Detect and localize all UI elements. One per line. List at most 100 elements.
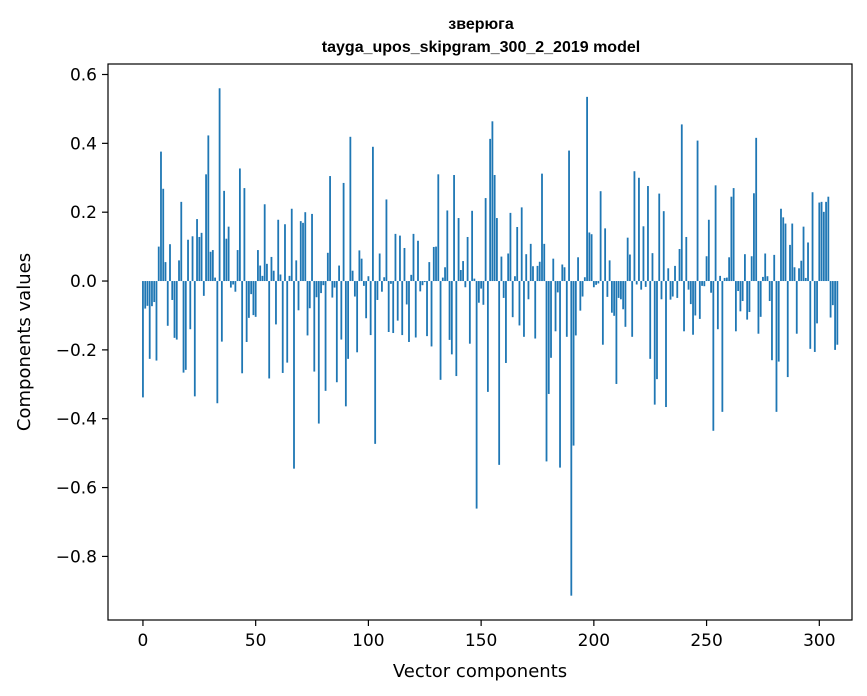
y-tick-label: −0.6 <box>56 479 97 499</box>
bar <box>374 281 377 444</box>
bar <box>633 171 636 282</box>
y-tick-label: 0.6 <box>70 65 97 85</box>
y-axis-ticks: 0.6 0.4 0.2 0.0 −0.2 −0.4 −0.6 −0.8 <box>56 65 108 567</box>
bar <box>412 233 415 282</box>
chart-title: зверюга <box>448 16 514 33</box>
bar <box>523 281 525 337</box>
y-tick-label: −0.2 <box>56 341 97 361</box>
bar <box>807 242 809 282</box>
bar <box>171 281 174 300</box>
bar <box>196 219 198 282</box>
bar <box>520 207 523 282</box>
bar <box>795 281 798 334</box>
bar <box>617 281 620 298</box>
bar <box>780 208 782 282</box>
bar <box>583 277 586 282</box>
x-tick-label: 300 <box>803 631 835 651</box>
bar <box>450 281 453 355</box>
bar <box>624 281 627 327</box>
bar <box>277 219 280 282</box>
bar <box>396 281 399 321</box>
bar <box>290 208 293 282</box>
bar <box>615 281 618 384</box>
bar <box>293 281 295 469</box>
bar <box>680 124 683 282</box>
bar <box>509 212 512 282</box>
bar <box>622 281 625 310</box>
bar <box>338 265 340 282</box>
bar <box>836 281 839 345</box>
bar <box>590 234 593 282</box>
bar <box>493 175 496 282</box>
bar <box>175 281 178 340</box>
bar <box>538 261 541 282</box>
bar <box>162 188 165 282</box>
bar <box>329 176 331 282</box>
bar <box>229 281 232 288</box>
bar <box>786 281 789 378</box>
bar <box>151 281 153 307</box>
bar <box>545 281 548 462</box>
bar <box>658 193 661 282</box>
bar <box>606 281 609 297</box>
bar <box>721 281 724 412</box>
bar <box>381 281 383 292</box>
bar <box>297 281 300 311</box>
bar <box>387 281 390 332</box>
bar <box>642 226 645 282</box>
bar <box>570 281 573 596</box>
y-tick-label: −0.8 <box>56 547 97 567</box>
bar <box>793 267 796 282</box>
bar <box>707 219 710 282</box>
bar <box>394 233 397 282</box>
bar <box>482 281 485 305</box>
bar <box>234 281 237 292</box>
bar <box>405 281 408 305</box>
bar <box>640 281 643 290</box>
bar <box>660 281 663 300</box>
bar <box>270 256 273 282</box>
bar <box>288 275 291 282</box>
x-tick-label: 150 <box>465 631 497 651</box>
bar <box>399 235 401 282</box>
bar <box>484 198 487 282</box>
bar <box>459 270 462 282</box>
bar <box>500 256 503 282</box>
bar <box>284 224 286 282</box>
bar <box>638 177 640 282</box>
bar <box>620 281 622 300</box>
bar <box>705 256 708 282</box>
bar <box>687 281 690 290</box>
bar <box>791 223 794 282</box>
bar <box>428 262 431 282</box>
bar <box>527 281 530 300</box>
bar <box>473 278 476 282</box>
bar <box>286 281 289 363</box>
bar <box>518 281 521 326</box>
bar <box>678 249 681 282</box>
bar <box>804 277 807 282</box>
bar <box>198 236 201 282</box>
bar <box>800 260 803 282</box>
bar <box>351 270 354 282</box>
bar <box>716 281 719 330</box>
bar <box>372 146 374 282</box>
bar <box>552 258 555 282</box>
bar <box>306 281 309 336</box>
bar <box>669 281 672 300</box>
plot-frame <box>107 63 853 621</box>
bar <box>317 281 320 424</box>
bar <box>148 281 151 359</box>
bar <box>759 281 762 317</box>
bar <box>430 281 433 347</box>
bar <box>541 173 543 282</box>
bar <box>250 281 253 295</box>
bar <box>588 232 591 282</box>
bar <box>656 281 658 380</box>
bar <box>347 281 350 359</box>
bar <box>601 281 604 345</box>
bar <box>755 137 758 282</box>
bar <box>644 281 647 287</box>
bar <box>446 210 449 282</box>
bar <box>635 281 638 285</box>
